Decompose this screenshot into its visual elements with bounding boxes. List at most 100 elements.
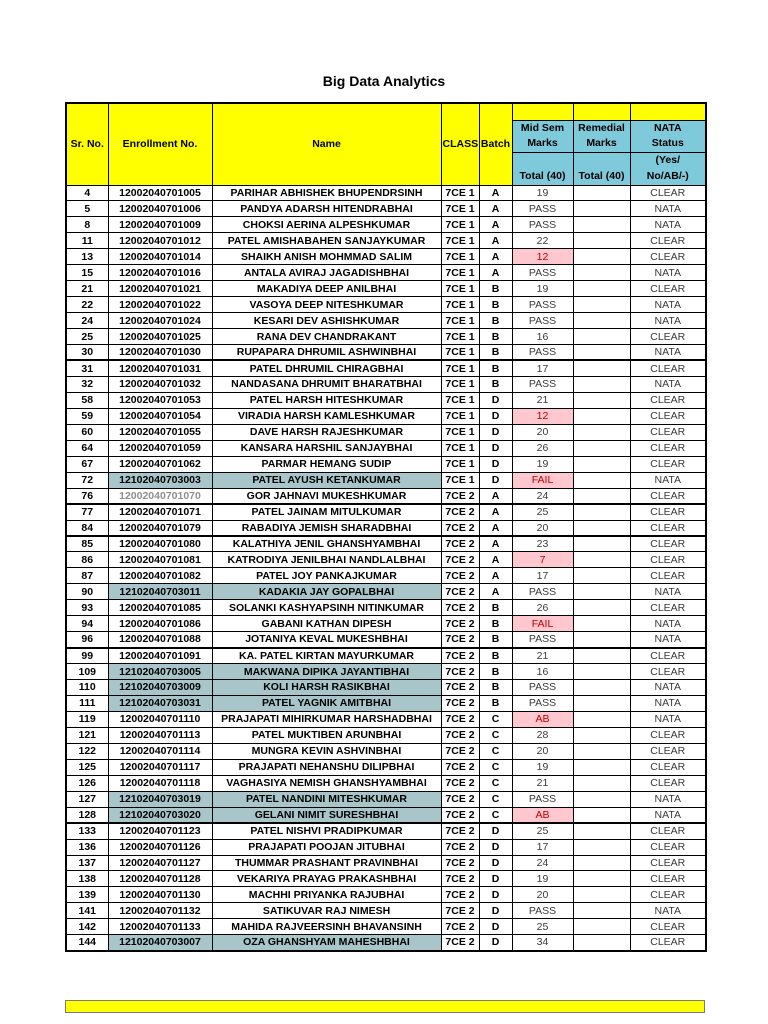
sr-no-cell: 133: [65, 822, 109, 840]
table-row: 25 12002040701025 RANA DEV CHANDRAKANT 7CE …: [65, 328, 707, 346]
header-batch: Batch: [478, 102, 513, 186]
mid-sem-marks-cell: 19: [511, 870, 574, 888]
batch-cell: D: [478, 838, 513, 856]
table-row: 144 12102040703007 OZA GHANSHYAM MAHESHBHA…: [65, 934, 707, 952]
nata-status-cell: CLEAR: [629, 359, 707, 377]
batch-cell: B: [478, 663, 513, 681]
table-row: 67 12002040701062 PARMAR HEMANG SUDIP 7CE 1…: [65, 455, 707, 473]
mid-sem-marks-cell: PASS: [511, 216, 574, 234]
enrollment-cell: 12002040701012: [107, 232, 213, 250]
sr-no-cell: 110: [65, 679, 109, 696]
enrollment-cell: 12002040701054: [107, 407, 213, 425]
table-row: 72 12102040703003 PATEL AYUSH KETANKUMAR 7C…: [65, 471, 707, 489]
table-row: 133 12002040701123 PATEL NISHVI PRADIPKUMA…: [65, 822, 707, 840]
mid-sem-marks-cell: 17: [511, 567, 574, 585]
remedial-marks-cell: [572, 902, 631, 920]
sr-no-cell: 64: [65, 439, 109, 457]
nata-status-cell: CLEAR: [629, 599, 707, 617]
sr-no-cell: 84: [65, 519, 109, 537]
batch-cell: D: [478, 886, 513, 904]
table-body: 4 12002040701005 PARIHAR ABHISHEK BHUPENDR…: [65, 184, 707, 952]
nata-status-cell: CLEAR: [629, 439, 707, 457]
name-cell: KA. PATEL KIRTAN MAYURKUMAR: [211, 646, 442, 665]
name-cell: PATEL JOY PANKAJKUMAR: [211, 567, 442, 585]
sr-no-cell: 111: [65, 695, 109, 712]
nata-status-cell: CLEAR: [629, 407, 707, 425]
nata-status-cell: CLEAR: [629, 646, 707, 665]
mid-sem-marks-cell: AB: [511, 806, 574, 824]
enrollment-cell: 12002040701117: [107, 758, 213, 776]
class-cell: 7CE 2: [440, 886, 480, 904]
class-cell: 7CE 1: [440, 455, 480, 473]
enrollment-cell: 12102040703031: [107, 695, 213, 712]
table-row: 110 12102040703009 KOLI HARSH RASIKBHAI 7CE…: [65, 679, 707, 696]
batch-cell: C: [478, 742, 513, 760]
name-cell: PRAJAPATI POOJAN JITUBHAI: [211, 838, 442, 856]
sr-no-cell: 94: [65, 615, 109, 633]
batch-cell: C: [478, 774, 513, 792]
nata-status-cell: CLEAR: [629, 870, 707, 888]
remedial-marks-cell: [572, 296, 631, 314]
name-cell: RANA DEV CHANDRAKANT: [211, 328, 442, 346]
remedial-marks-cell: [572, 344, 631, 361]
batch-cell: B: [478, 296, 513, 314]
name-cell: DAVE HARSH RAJESHKUMAR: [211, 423, 442, 441]
batch-cell: A: [478, 487, 513, 505]
mid-sem-marks-cell: 28: [511, 726, 574, 744]
class-cell: 7CE 1: [440, 375, 480, 393]
sr-no-cell: 87: [65, 567, 109, 585]
mid-sem-marks-cell: 20: [511, 742, 574, 760]
enrollment-cell: 12002040701088: [107, 631, 213, 649]
remedial-marks-cell: [572, 519, 631, 537]
table-row: 86 12002040701081 KATRODIYA JENILBHAI NAND…: [65, 551, 707, 569]
header-nata-sub1: (Yes/: [655, 153, 681, 166]
sr-no-cell: 86: [65, 551, 109, 569]
table-row: 15 12002040701016 ANTALA AVIRAJ JAGADISHBH…: [65, 264, 707, 282]
class-cell: 7CE 1: [440, 359, 480, 377]
nata-status-cell: CLEAR: [629, 519, 707, 537]
table-row: 142 12002040701133 MAHIDA RAJVEERSINH BHAV…: [65, 918, 707, 936]
batch-cell: B: [478, 615, 513, 633]
remedial-marks-cell: [572, 615, 631, 633]
name-cell: KOLI HARSH RASIKBHAI: [211, 679, 442, 696]
class-cell: 7CE 2: [440, 934, 480, 952]
batch-cell: A: [478, 503, 513, 521]
batch-cell: D: [478, 407, 513, 425]
name-cell: PARMAR HEMANG SUDIP: [211, 455, 442, 473]
name-cell: MAKWANA DIPIKA JAYANTIBHAI: [211, 663, 442, 681]
sr-no-cell: 90: [65, 583, 109, 601]
nata-status-cell: NATA: [629, 679, 707, 696]
remedial-marks-cell: [572, 806, 631, 824]
header-name: Name: [211, 102, 442, 186]
mid-sem-marks-cell: FAIL: [511, 615, 574, 633]
remedial-marks-cell: [572, 663, 631, 681]
table-row: 109 12102040703005 MAKWANA DIPIKA JAYANTIB…: [65, 663, 707, 681]
batch-cell: D: [478, 902, 513, 920]
enrollment-cell: 12102040703003: [107, 471, 213, 489]
remedial-marks-cell: [572, 439, 631, 457]
sr-no-cell: 77: [65, 503, 109, 521]
batch-cell: A: [478, 534, 513, 553]
table-row: 138 12002040701128 VEKARIYA PRAYAG PRAKASH…: [65, 870, 707, 888]
class-cell: 7CE 2: [440, 822, 480, 840]
batch-cell: A: [478, 567, 513, 585]
batch-cell: D: [478, 822, 513, 840]
mid-sem-marks-cell: 25: [511, 503, 574, 521]
table-row: 137 12002040701127 THUMMAR PRASHANT PRAVIN…: [65, 854, 707, 872]
mid-sem-marks-cell: AB: [511, 710, 574, 728]
sr-no-cell: 58: [65, 391, 109, 409]
class-cell: 7CE 1: [440, 328, 480, 346]
remedial-marks-cell: [572, 838, 631, 856]
enrollment-cell: 12002040701053: [107, 391, 213, 409]
name-cell: ANTALA AVIRAJ JAGADISHBHAI: [211, 264, 442, 282]
batch-cell: A: [478, 264, 513, 282]
header-nata-yesno: (Yes/ No/AB/-): [629, 151, 707, 186]
sr-no-cell: 76: [65, 487, 109, 505]
nata-status-cell: NATA: [629, 296, 707, 314]
sr-no-cell: 144: [65, 934, 109, 952]
batch-cell: D: [478, 471, 513, 489]
batch-cell: A: [478, 551, 513, 569]
batch-cell: C: [478, 710, 513, 728]
sr-no-cell: 93: [65, 599, 109, 617]
remedial-marks-cell: [572, 886, 631, 904]
